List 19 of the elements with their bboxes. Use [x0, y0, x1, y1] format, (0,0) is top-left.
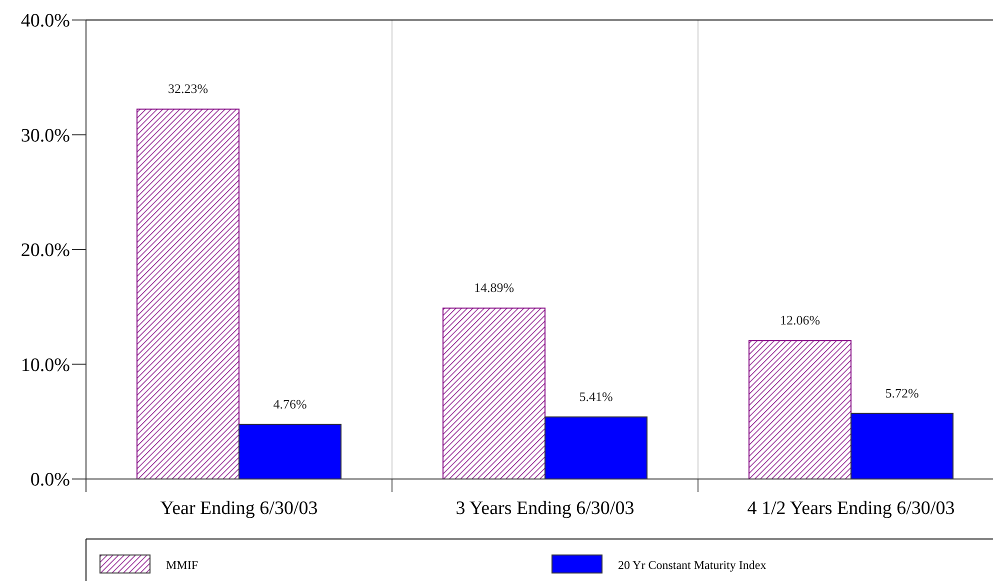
legend-label: MMIF: [166, 558, 198, 572]
data-label: 5.72%: [885, 385, 919, 400]
y-tick-label: 10.0%: [20, 354, 70, 376]
y-tick-label: 0.0%: [30, 470, 70, 491]
y-tick-label: 40.0%: [20, 10, 70, 32]
legend-label: 20 Yr Constant Maturity Index: [618, 558, 766, 572]
data-label: 5.41%: [579, 388, 613, 404]
x-tick-label: Year Ending 6/30/03: [160, 498, 318, 519]
bar: [136, 108, 240, 480]
data-label: 14.89%: [474, 280, 514, 296]
x-tick-label: 3 Years Ending 6/30/03: [456, 498, 634, 519]
data-label: 12.06%: [780, 312, 820, 328]
x-tick-label: 4 1/2 Years Ending 6/30/03: [747, 498, 955, 519]
bar: [748, 340, 852, 480]
data-label: 32.23%: [168, 81, 208, 96]
y-tick-label: 30.0%: [20, 125, 70, 146]
data-label: 4.76%: [273, 396, 307, 412]
y-tick-label: 20.0%: [20, 240, 70, 262]
bar: [442, 308, 546, 480]
